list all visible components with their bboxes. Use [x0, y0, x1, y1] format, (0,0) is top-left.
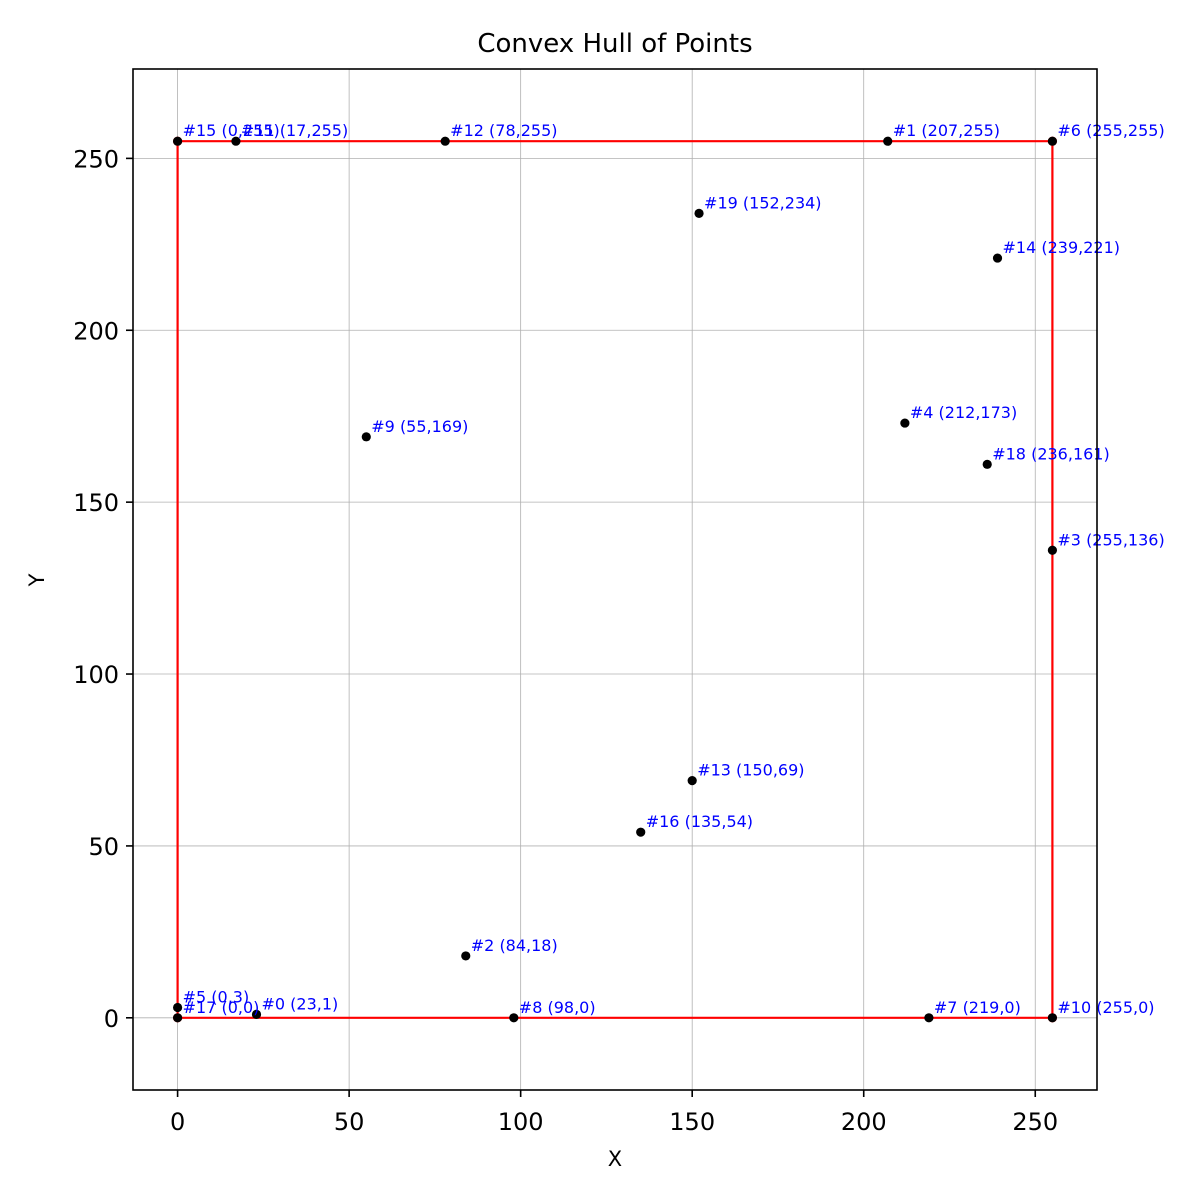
data-point: [1047, 136, 1058, 146]
point-label: #6 (255,255): [1057, 121, 1164, 140]
grid: [133, 69, 1097, 1090]
data-point: [982, 459, 992, 469]
data-point: [461, 951, 471, 961]
x-tick-label: 250: [1012, 1108, 1058, 1136]
x-tick-label: 150: [669, 1108, 715, 1136]
point-label: #19 (152,234): [704, 193, 822, 212]
point-label: #16 (135,54): [646, 812, 753, 831]
hull-outline: [176, 140, 1054, 1019]
y-tick-label: 250: [73, 145, 119, 173]
data-point: [172, 136, 183, 146]
y-axis-label: Y: [25, 573, 49, 587]
y-tick-label: 0: [104, 1005, 119, 1033]
point-label: #10 (255,0): [1057, 998, 1154, 1017]
point-label: #11 (17,255): [241, 121, 348, 140]
plot-frame: [132, 68, 1098, 1091]
point-label: #13 (150,69): [697, 761, 804, 780]
data-point: [687, 776, 697, 786]
x-axis-ticks: 0 50 100 150 200 250: [170, 1090, 1058, 1136]
data-point: [883, 136, 893, 146]
x-tick-label: 0: [170, 1108, 185, 1136]
x-tick-label: 100: [498, 1108, 544, 1136]
point-label: #5 (0,3): [183, 987, 250, 1006]
point-label: #12 (78,255): [450, 121, 557, 140]
data-point: [900, 418, 910, 428]
data-point: [509, 1013, 519, 1023]
point-label: #18 (236,161): [992, 444, 1110, 463]
y-tick-label: 100: [73, 661, 119, 689]
y-tick-label: 50: [88, 833, 119, 861]
y-tick-label: 200: [73, 317, 119, 345]
data-point: [1047, 1013, 1058, 1023]
data-point: [172, 1013, 183, 1023]
data-point: [636, 827, 646, 837]
data-point: [251, 1009, 262, 1019]
x-tick-label: 50: [334, 1108, 365, 1136]
x-axis-label: X: [608, 1147, 622, 1171]
point-label: #15 (0,255): [183, 121, 280, 140]
point-label: #3 (255,136): [1057, 530, 1164, 549]
data-point: [231, 136, 241, 146]
point-labels: #0 (23,1) #1 (207,255) #2 (84,18) #3 (255,1…: [183, 121, 1165, 1017]
point-label: #9 (55,169): [371, 417, 468, 436]
data-point: [924, 1013, 934, 1023]
data-point: [440, 136, 450, 146]
data-point: [361, 432, 371, 442]
point-label: #2 (84,18): [471, 936, 558, 955]
y-axis-ticks: 0 50 100 150 200 250: [73, 145, 133, 1033]
data-point: [992, 253, 1003, 263]
data-point: [1047, 545, 1058, 555]
chart-title: Convex Hull of Points: [477, 29, 752, 59]
hull-layer: [172, 136, 1058, 1023]
data-point: [694, 208, 704, 218]
point-label: #0 (23,1): [262, 994, 339, 1013]
point-label: #4 (212,173): [910, 403, 1017, 422]
point-label: #17 (0,0): [183, 998, 260, 1017]
point-label: #8 (98,0): [519, 998, 596, 1017]
point-label: #14 (239,221): [1003, 238, 1121, 257]
x-tick-label: 200: [841, 1108, 887, 1136]
y-tick-label: 150: [73, 489, 119, 517]
point-label: #7 (219,0): [934, 998, 1021, 1017]
points-layer: [172, 136, 1058, 1023]
data-point: [172, 1002, 183, 1013]
point-label: #1 (207,255): [893, 121, 1000, 140]
